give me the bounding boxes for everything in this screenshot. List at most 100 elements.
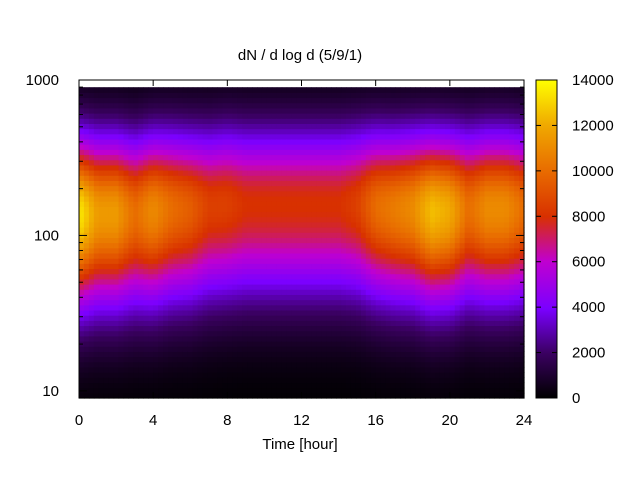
heatmap-cell <box>479 294 486 301</box>
heatmap-cell <box>306 211 312 218</box>
heatmap-cell <box>187 382 194 389</box>
heatmap-cell <box>435 366 441 373</box>
heatmap-cell <box>227 133 233 140</box>
heatmap-cell <box>123 185 130 192</box>
heatmap-cell <box>430 97 436 104</box>
heatmap-cell <box>113 190 120 197</box>
heatmap-cell <box>301 123 308 130</box>
heatmap-cell <box>222 87 228 93</box>
heatmap-cell <box>133 392 139 399</box>
heatmap-cell <box>479 175 486 181</box>
heatmap-cell <box>207 154 214 161</box>
heatmap-cell <box>276 258 283 264</box>
heatmap-cell <box>197 289 204 295</box>
heatmap-cell <box>430 216 436 223</box>
heatmap-cell <box>177 227 184 233</box>
heatmap-cell <box>222 201 228 207</box>
heatmap-cell <box>454 387 461 394</box>
heatmap-cell <box>261 341 268 347</box>
heatmap-cell <box>410 315 416 321</box>
heatmap-cell <box>138 133 144 140</box>
heatmap-cell <box>271 278 278 285</box>
heatmap-cell <box>286 185 293 192</box>
heatmap-cell <box>88 335 95 342</box>
heatmap-cell <box>415 366 421 373</box>
heatmap-cell <box>326 102 332 109</box>
heatmap-cell <box>321 351 327 358</box>
heatmap-cell <box>355 351 362 358</box>
heatmap-cell <box>380 252 387 259</box>
heatmap-cell <box>439 138 446 145</box>
heatmap-cell <box>464 320 471 327</box>
heatmap-cell <box>118 325 125 332</box>
heatmap-cell <box>385 346 392 352</box>
heatmap-cell <box>291 258 298 264</box>
heatmap-cell <box>444 180 451 187</box>
heatmap-cell <box>222 289 228 295</box>
heatmap-cell <box>207 201 214 207</box>
heatmap-cell <box>479 247 486 254</box>
heatmap-cell <box>400 278 406 285</box>
heatmap-cell <box>380 190 387 197</box>
heatmap-cell <box>370 227 377 233</box>
heatmap-cell <box>435 315 441 321</box>
heatmap-cell <box>474 175 481 181</box>
heatmap-cell <box>321 87 327 93</box>
heatmap-cell <box>108 299 115 306</box>
heatmap-cell <box>232 195 238 202</box>
heatmap-cell <box>79 263 85 270</box>
heatmap-cell <box>276 128 283 135</box>
heatmap-cell <box>454 232 461 238</box>
heatmap-cell <box>79 118 85 124</box>
heatmap-cell <box>79 206 85 213</box>
heatmap-cell <box>168 299 174 306</box>
heatmap-cell <box>217 346 223 352</box>
heatmap-cell <box>143 289 149 295</box>
heatmap-cell <box>469 232 476 238</box>
heatmap-cell <box>459 201 466 207</box>
heatmap-cell <box>400 299 406 306</box>
heatmap-cell <box>232 211 238 218</box>
heatmap-cell <box>360 372 367 378</box>
heatmap-cell <box>187 304 194 311</box>
heatmap-cell <box>143 304 149 311</box>
heatmap-cell <box>158 351 164 358</box>
heatmap-cell <box>113 247 120 254</box>
heatmap-cell <box>143 263 149 270</box>
heatmap-cell <box>242 211 248 218</box>
heatmap-cell <box>202 195 209 202</box>
heatmap-cell <box>153 366 159 373</box>
heatmap-cell <box>202 356 209 363</box>
heatmap-cell <box>405 221 411 228</box>
heatmap-cell <box>242 144 248 150</box>
heatmap-cell <box>365 294 372 301</box>
heatmap-cell <box>454 195 461 202</box>
heatmap-cell <box>444 123 451 130</box>
heatmap-cell <box>88 232 95 238</box>
heatmap-cell <box>83 309 90 316</box>
heatmap-cell <box>360 201 367 207</box>
heatmap-cell <box>217 258 223 264</box>
heatmap-cell <box>138 144 144 150</box>
heatmap-cell <box>257 387 263 394</box>
heatmap-cell <box>79 346 85 352</box>
heatmap-cell <box>79 372 85 378</box>
heatmap-cell <box>420 232 426 238</box>
heatmap-cell <box>192 361 199 368</box>
heatmap-cell <box>138 294 144 301</box>
heatmap-cell <box>375 123 382 130</box>
heatmap-cell <box>247 185 253 192</box>
heatmap-cell <box>459 315 466 321</box>
heatmap-cell <box>430 366 436 373</box>
heatmap-cell <box>286 273 293 280</box>
heatmap-cell <box>202 273 209 280</box>
heatmap-cell <box>257 392 263 399</box>
heatmap-cell <box>187 164 194 171</box>
heatmap-cell <box>365 175 372 181</box>
heatmap-cell <box>212 361 219 368</box>
heatmap-cell <box>385 87 392 93</box>
heatmap-cell <box>469 242 476 249</box>
heatmap-cell <box>128 284 134 290</box>
heatmap-cell <box>350 144 357 150</box>
heatmap-cell <box>133 294 139 301</box>
